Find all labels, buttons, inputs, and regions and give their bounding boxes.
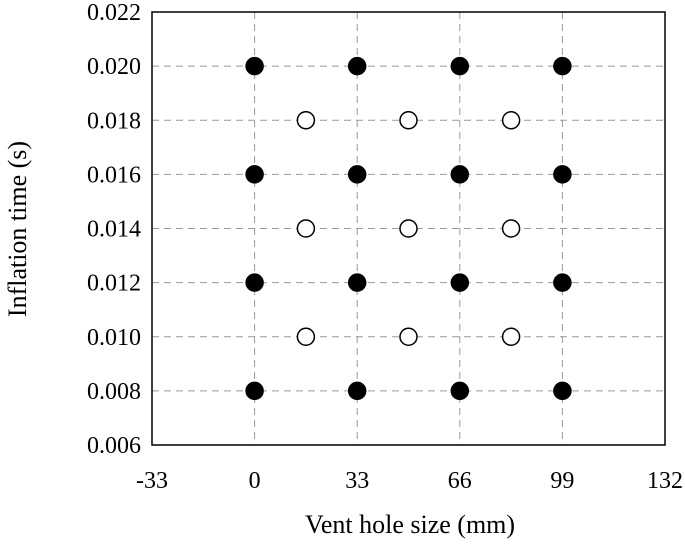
filled-data-point bbox=[245, 381, 264, 401]
open-data-point bbox=[399, 327, 418, 346]
open-data-point bbox=[296, 327, 316, 346]
x-axis-label: Vent hole size (mm) bbox=[305, 510, 515, 539]
open-data-point bbox=[296, 219, 316, 238]
y-tick-label: 0.014 bbox=[87, 217, 141, 243]
y-tick-label: 0.012 bbox=[87, 271, 141, 297]
filled-data-point bbox=[450, 56, 470, 76]
y-tick-label: 0.022 bbox=[87, 0, 141, 26]
open-data-point bbox=[501, 219, 521, 238]
filled-data-point bbox=[553, 273, 572, 292]
y-tick-label: 0.008 bbox=[87, 379, 141, 405]
y-tick-label: 0.016 bbox=[87, 162, 141, 188]
filled-data-point bbox=[450, 381, 470, 401]
open-data-point bbox=[296, 111, 316, 130]
filled-data-point bbox=[347, 273, 367, 292]
filled-data-point bbox=[347, 381, 367, 401]
filled-data-point bbox=[245, 165, 264, 184]
y-tick-label: 0.020 bbox=[87, 54, 141, 80]
x-tick-label: 33 bbox=[345, 468, 369, 494]
y-axis-label: Inflation time (s) bbox=[3, 141, 32, 317]
x-tick-label: 66 bbox=[448, 468, 472, 494]
y-tick-label: 0.010 bbox=[87, 325, 141, 351]
filled-data-point bbox=[347, 165, 367, 184]
y-tick-label: 0.018 bbox=[87, 108, 141, 134]
filled-data-point bbox=[347, 56, 367, 76]
filled-data-point bbox=[450, 165, 470, 184]
filled-data-point bbox=[553, 56, 572, 76]
x-tick-label: -33 bbox=[136, 468, 168, 494]
open-data-point bbox=[501, 327, 521, 346]
x-tick-label: 0 bbox=[249, 468, 261, 494]
y-tick-labels: 0.006 0.008 0.010 0.012 0.014 0.016 0.018 0.020… bbox=[87, 0, 141, 459]
filled-data-point bbox=[553, 165, 572, 184]
filled-data-point bbox=[553, 381, 572, 401]
filled-data-point bbox=[450, 273, 470, 292]
x-tick-label: 99 bbox=[550, 468, 574, 494]
y-tick-label: 0.006 bbox=[87, 433, 141, 459]
open-data-point bbox=[501, 111, 521, 130]
filled-data-point bbox=[245, 56, 264, 76]
x-tick-label: 132 bbox=[647, 468, 683, 494]
plot-frame bbox=[151, 11, 666, 446]
x-tick-labels: -33 0 33 66 99 132 bbox=[136, 468, 683, 494]
filled-data-point bbox=[245, 273, 264, 292]
data-points bbox=[245, 56, 572, 401]
open-data-point bbox=[399, 111, 418, 130]
open-data-point bbox=[399, 219, 418, 238]
